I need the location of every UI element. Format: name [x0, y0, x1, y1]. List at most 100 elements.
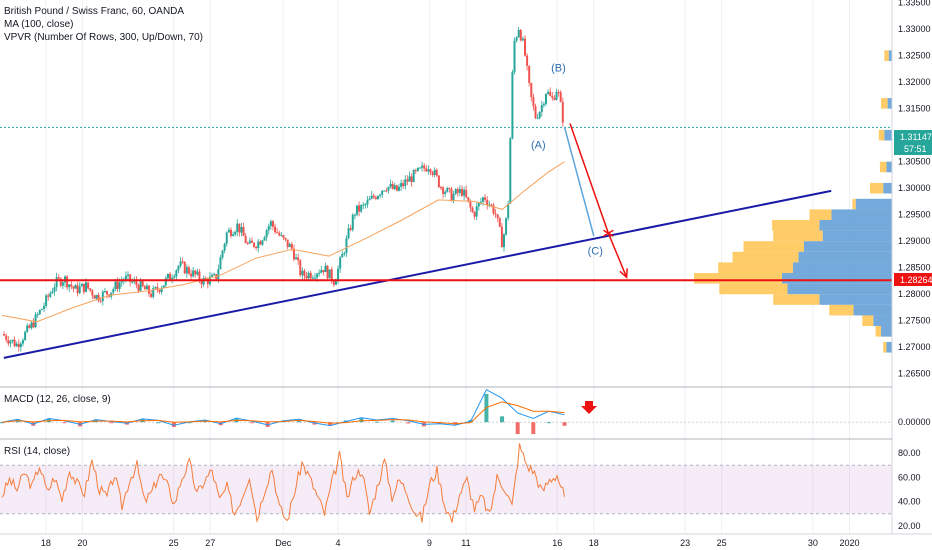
wave-label-b: (B) — [551, 63, 566, 75]
candle — [124, 275, 127, 280]
candle — [555, 92, 558, 100]
candle — [408, 176, 411, 182]
candle — [269, 221, 272, 227]
vpvr-bar-up — [793, 262, 892, 274]
candle — [213, 274, 216, 276]
candle — [68, 284, 71, 288]
candle — [517, 29, 520, 38]
candle — [500, 226, 503, 248]
candle — [355, 205, 358, 215]
macd-legend[interactable]: MACD (12, 26, close, 9) — [4, 394, 111, 405]
time-tick-label: 25 — [169, 538, 179, 548]
vpvr-bar-up — [782, 273, 892, 284]
candle — [343, 253, 346, 255]
candle — [61, 282, 64, 286]
candle — [131, 281, 134, 283]
vpvr-bar-up — [888, 50, 892, 61]
candle — [76, 285, 79, 294]
vpvr-bar-up — [804, 241, 892, 252]
price-tick-label: 1.32000 — [898, 77, 931, 87]
candle — [74, 285, 77, 289]
price-tick-label: 1.30000 — [898, 183, 931, 193]
price-tick-label: 1.33500 — [898, 0, 931, 8]
candle — [486, 199, 489, 206]
candle — [22, 340, 25, 344]
candle — [15, 343, 18, 347]
rsi-band — [0, 465, 892, 514]
candle — [286, 239, 289, 248]
rsi-tick-label: 20.00 — [898, 521, 921, 531]
candle — [337, 268, 340, 281]
vpvr-bar-up — [819, 220, 892, 231]
candle — [545, 93, 548, 104]
candle — [532, 97, 535, 107]
candle — [309, 272, 312, 279]
candle — [313, 277, 316, 279]
macd-histogram-bar — [562, 422, 567, 426]
macd-pane — [0, 389, 892, 435]
candle — [139, 281, 142, 291]
vpvr-bar-down — [773, 294, 820, 305]
candle — [271, 221, 274, 227]
candle — [145, 285, 148, 290]
rsi-line — [1, 443, 565, 523]
candle — [540, 105, 543, 113]
candle — [129, 274, 132, 282]
macd-histogram-bar — [156, 422, 161, 424]
price-tick-label: 1.27000 — [898, 342, 931, 352]
macd-histogram-bar — [328, 422, 333, 426]
candle — [381, 190, 384, 195]
candle — [259, 241, 262, 245]
trendline[interactable] — [3, 189, 832, 359]
candle — [232, 234, 235, 236]
candle — [30, 322, 33, 328]
candle — [196, 271, 199, 275]
candle — [320, 269, 323, 273]
candle — [40, 308, 43, 311]
candle — [446, 187, 449, 192]
candle — [32, 322, 35, 328]
candle — [538, 112, 541, 118]
vpvr-bar-down — [870, 182, 884, 194]
last-price-badge — [894, 130, 932, 143]
rsi-legend[interactable]: RSI (14, close) — [4, 446, 71, 457]
macd-histogram-bar — [515, 422, 520, 435]
rsi-tick-label: 40.00 — [898, 497, 921, 507]
ma-legend: MA (100, close) — [4, 19, 74, 30]
candle — [34, 314, 37, 328]
symbol-legend[interactable]: British Pound / Swiss Franc, 60, OANDA M… — [4, 5, 203, 44]
candle — [448, 187, 451, 189]
candle — [221, 250, 224, 258]
candle — [496, 214, 499, 219]
candle — [282, 235, 285, 238]
projection-blue-line[interactable] — [563, 127, 595, 237]
candle — [519, 29, 522, 41]
candle — [465, 189, 468, 198]
macd-histogram-bar — [546, 422, 551, 424]
candle — [263, 237, 266, 241]
vpvr-bar-up — [883, 182, 892, 194]
macd-histogram-bar — [250, 422, 255, 424]
candle — [87, 282, 90, 289]
vpvr-bar-down — [881, 98, 888, 109]
macd-histogram-bar — [500, 416, 505, 423]
macd-histogram-bar — [0, 422, 4, 424]
candle — [427, 169, 430, 172]
time-tick-label: 25 — [717, 538, 727, 548]
time-axis[interactable]: 18 20 25 27 Dec 4 9 11 16 18 23 25 30 2020 — [41, 538, 860, 548]
candle — [561, 102, 564, 123]
countdown-badge — [894, 143, 932, 155]
price-axis[interactable]: 1.335001.330001.325001.320001.315001.310… — [898, 0, 931, 531]
candle — [498, 218, 501, 227]
ma-line — [1, 161, 565, 323]
candle — [211, 274, 214, 277]
vpvr-bar-down — [884, 50, 889, 61]
candle — [24, 331, 27, 341]
candle — [490, 204, 493, 206]
vpvr-bar-down — [694, 273, 782, 284]
macd-histogram-bar — [296, 420, 301, 423]
time-tick-label: 23 — [680, 538, 690, 548]
price-tick-label: 1.33000 — [898, 24, 931, 34]
candle — [192, 270, 195, 277]
